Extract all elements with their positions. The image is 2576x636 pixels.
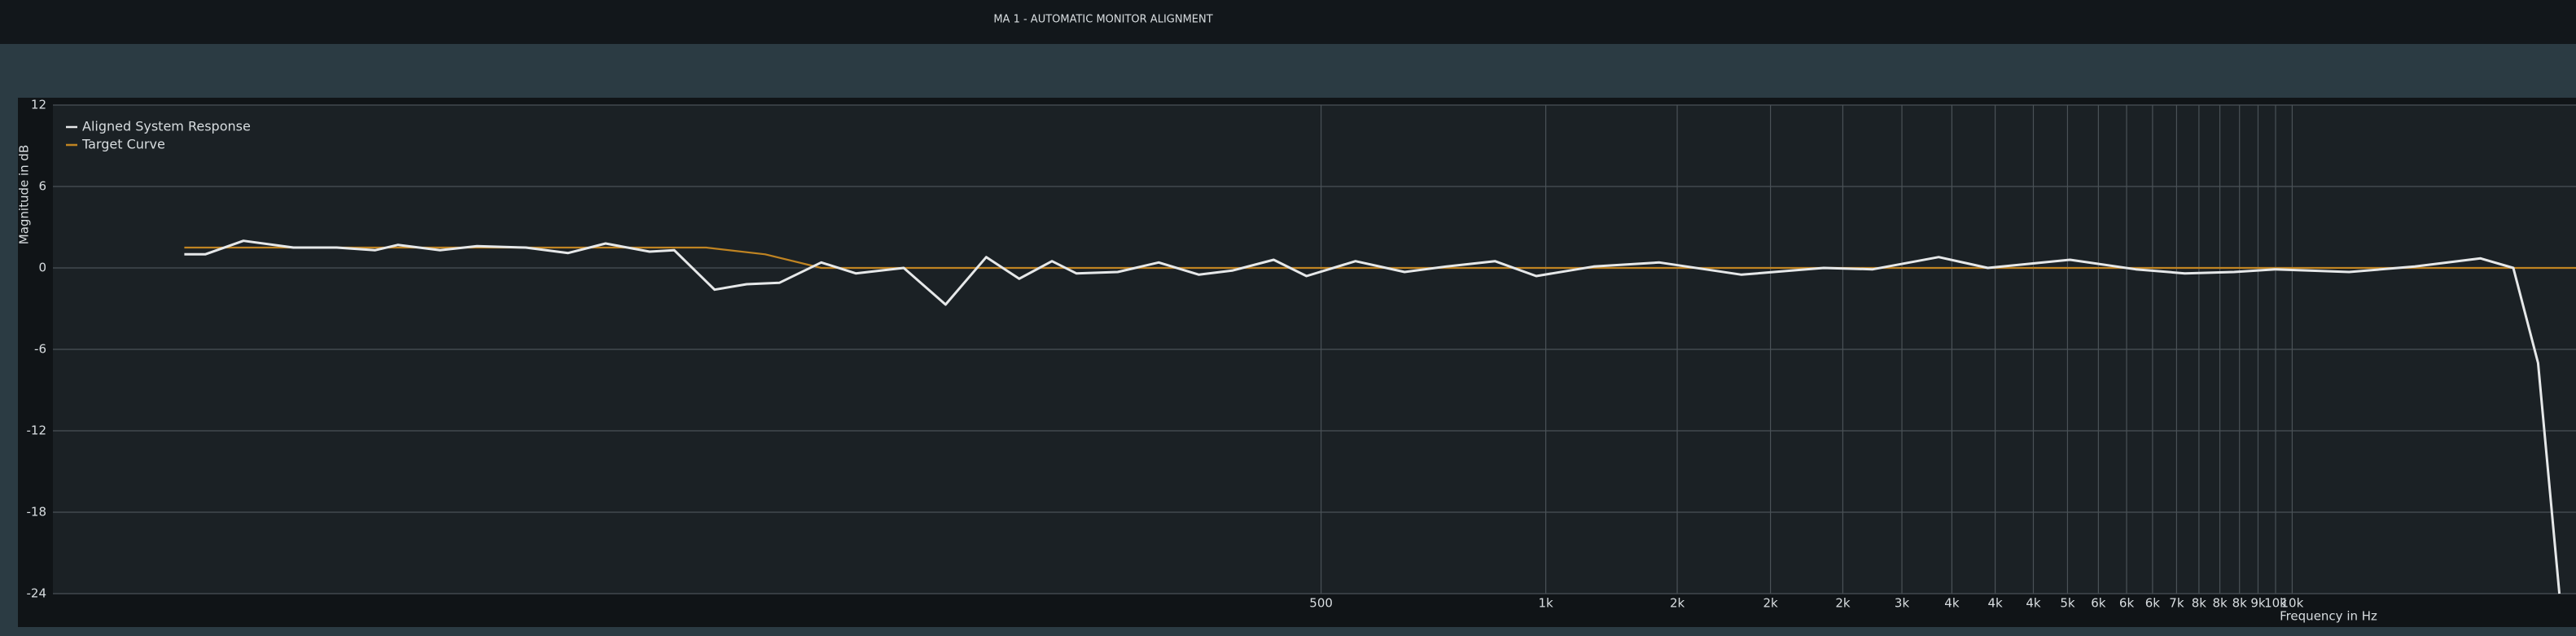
y-tick-label: -12 xyxy=(27,423,47,438)
x-tick-label: 8k xyxy=(2232,596,2248,611)
title-bar xyxy=(0,0,2576,44)
x-tick-label: 9k xyxy=(2250,596,2266,611)
x-axis-label: Frequency in Hz xyxy=(2280,609,2377,624)
x-tick-label: 7k xyxy=(2169,596,2184,611)
x-tick-label: 6k xyxy=(2119,596,2135,611)
x-tick-label: 2k xyxy=(1763,596,1778,611)
y-tick-label: -18 xyxy=(27,505,47,520)
x-tick-label: 5k xyxy=(2060,596,2075,611)
x-tick-label: 4k xyxy=(1987,596,2003,611)
chart: 12 6 0 -6 -12 -18 -24 500 1k 2k 2k 2k 3k 4k 4k 4k 5k 6k 6k… xyxy=(17,98,2576,624)
x-tick-label: 3k xyxy=(1895,596,1910,611)
x-tick-label: 500 xyxy=(1309,596,1333,611)
window-title: MA 1 - AUTOMATIC MONITOR ALIGNMENT xyxy=(993,14,1212,26)
y-tick-label: 12 xyxy=(31,98,46,112)
y-tick-label: -24 xyxy=(27,586,47,601)
x-tick-label: 6k xyxy=(2145,596,2161,611)
y-tick-label: -6 xyxy=(34,342,46,357)
x-tick-label: 6k xyxy=(2091,596,2106,611)
x-tick-label: 4k xyxy=(1944,596,1960,611)
y-axis-label: Magnitude in dB xyxy=(17,145,32,245)
legend-label: Target Curve xyxy=(81,137,165,152)
y-tick-label: 6 xyxy=(38,179,46,194)
x-tick-label: 1k xyxy=(1538,596,1553,611)
x-tick-label: 4k xyxy=(2026,596,2041,611)
x-tick-label: 10k xyxy=(2264,596,2287,611)
series-line xyxy=(184,239,2561,594)
x-tick-label: 2k xyxy=(1670,596,1685,611)
x-tick-label: 8k xyxy=(2212,596,2228,611)
toolbar-band xyxy=(0,44,2576,98)
y-tick-label: 0 xyxy=(38,261,46,275)
x-tick-label: 8k xyxy=(2192,596,2207,611)
x-tick-label: 2k xyxy=(1835,596,1851,611)
x-tick-label: 10k xyxy=(2281,596,2304,611)
legend-label: Aligned System Response xyxy=(82,119,251,134)
